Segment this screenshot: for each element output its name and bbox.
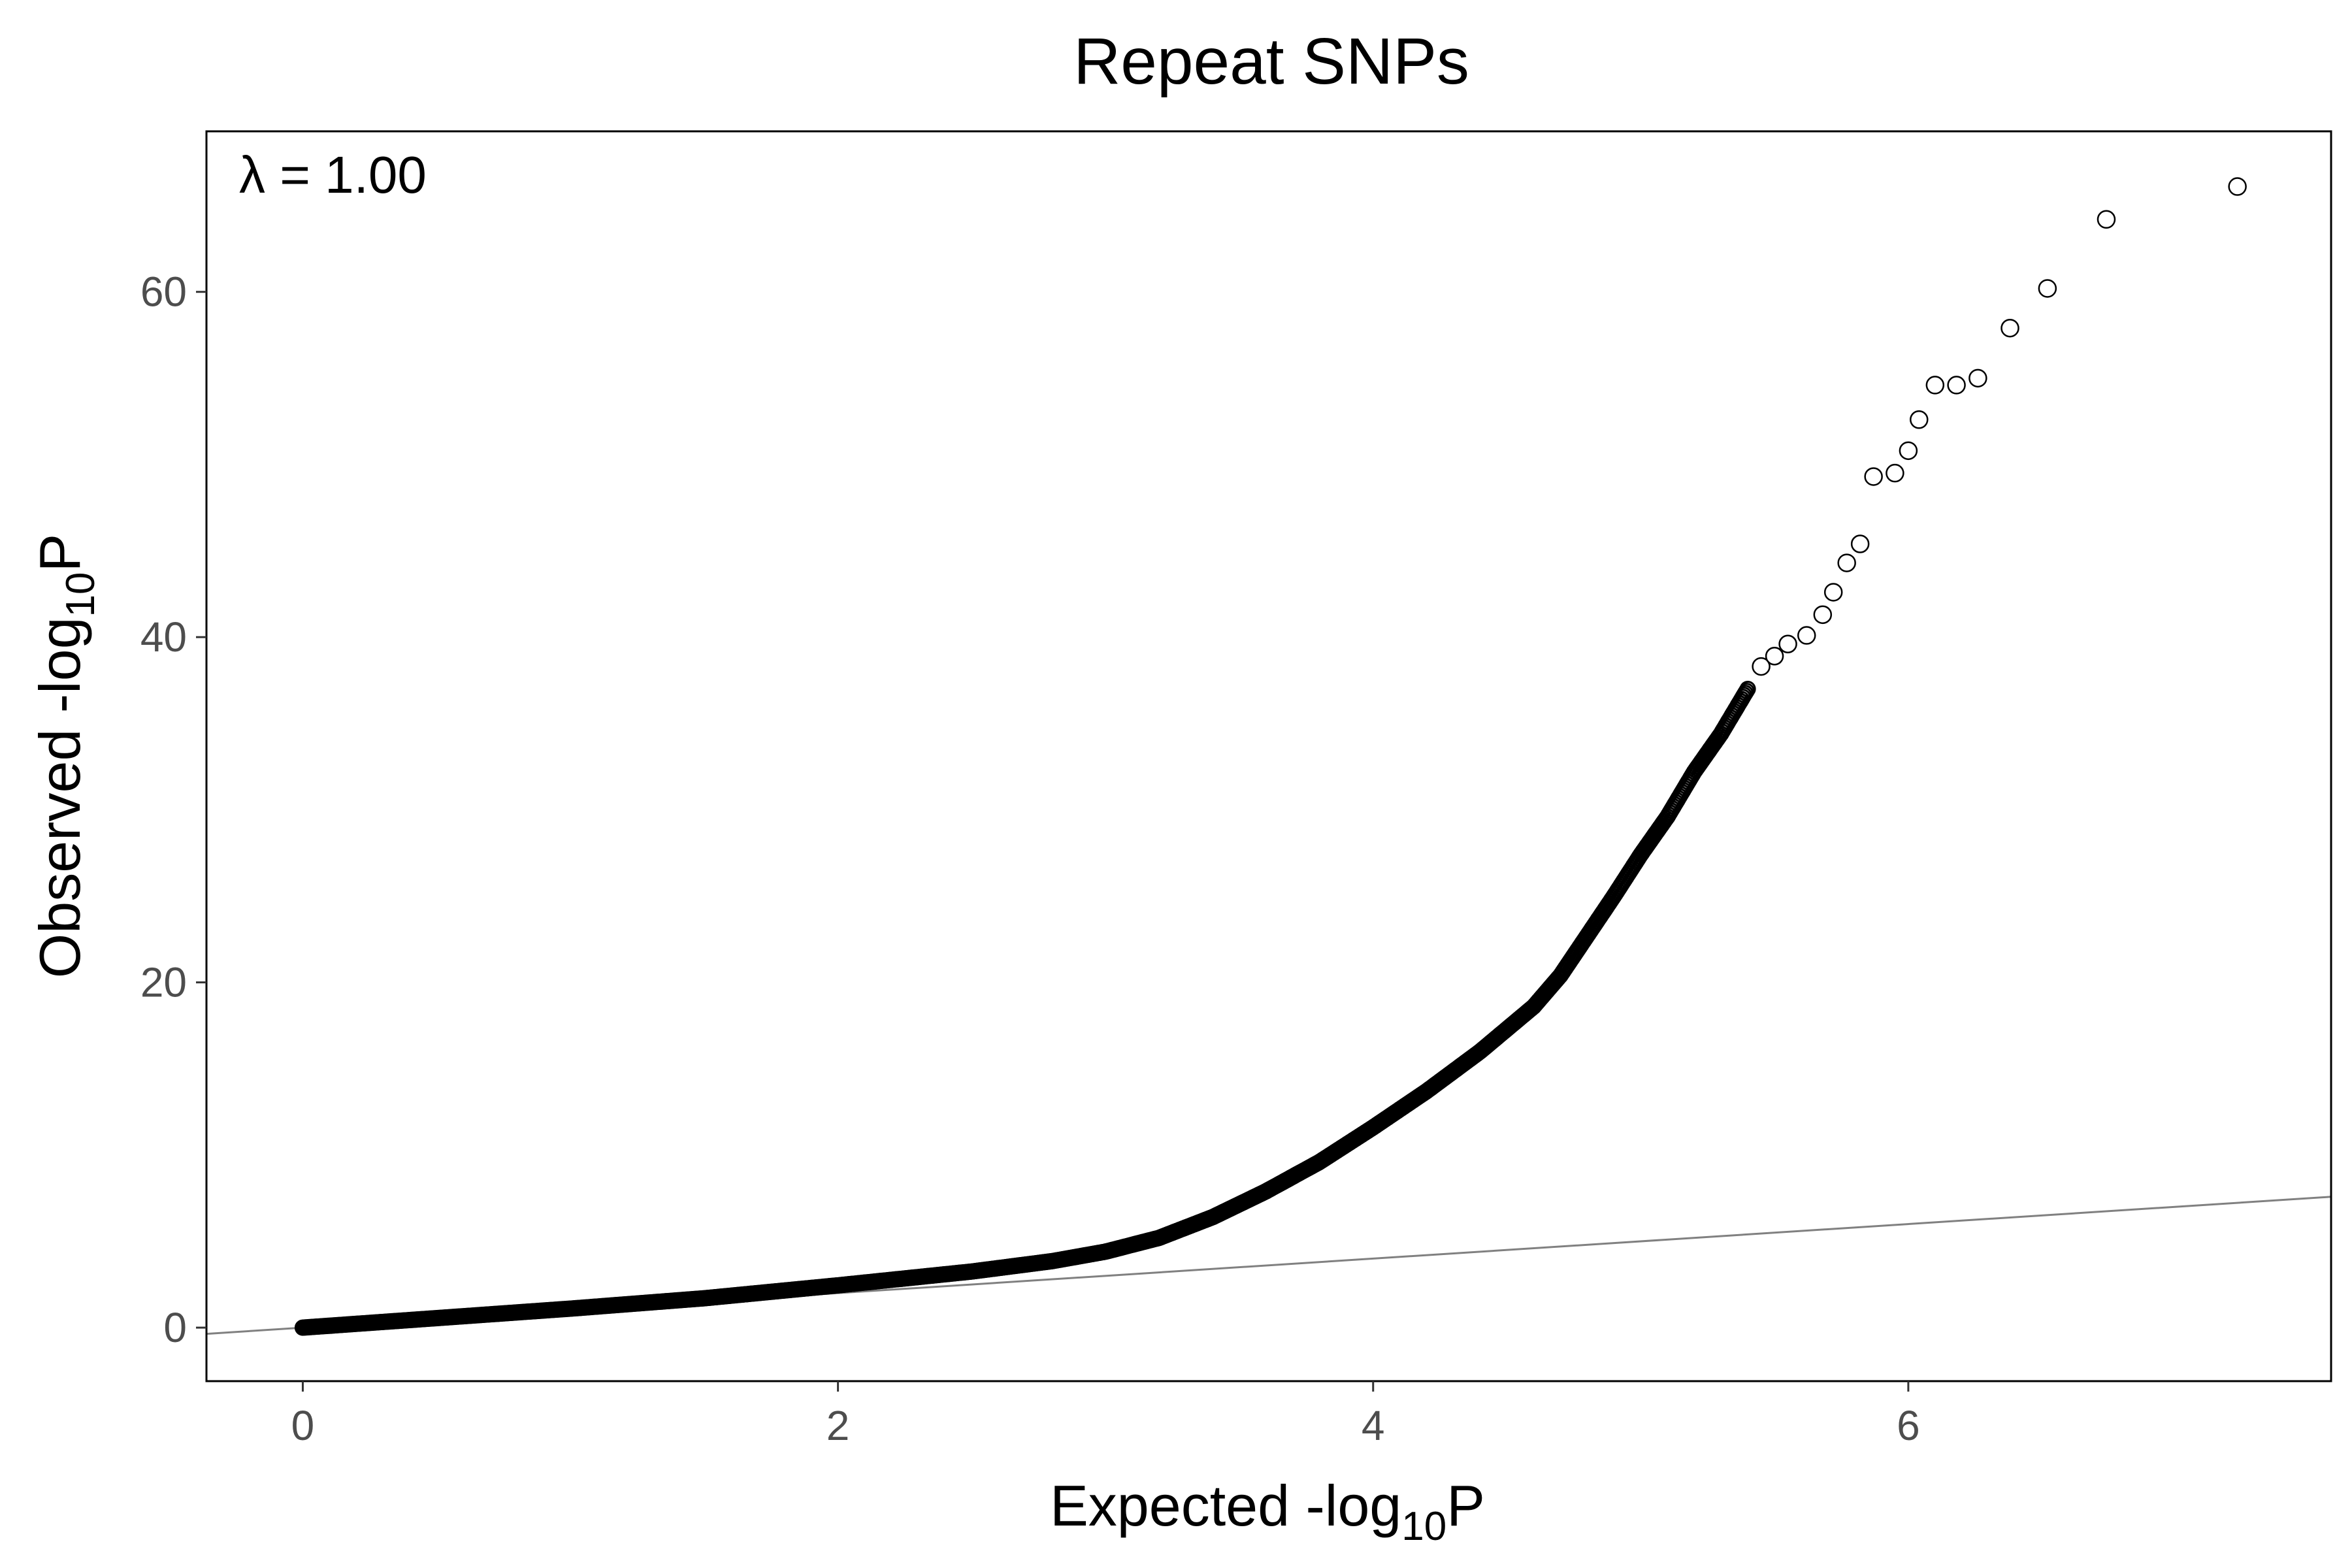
qq-tail-point <box>1778 634 1797 654</box>
qq-tail-point <box>1850 534 1870 553</box>
y-tick-label: 60 <box>140 269 187 316</box>
y-axis-label-subscript: 10 <box>58 572 103 617</box>
qq-tail-point <box>1899 441 1918 461</box>
qq-point <box>1739 680 1756 697</box>
lambda-annotation: λ = 1.00 <box>239 146 427 204</box>
y-tick-label: 0 <box>163 1304 187 1351</box>
qq-tail-point <box>2038 279 2057 298</box>
qq-tail-point <box>1823 583 1843 602</box>
x-tick-label: 2 <box>826 1402 850 1449</box>
x-axis-label: Expected -log10P <box>1050 1473 1485 1549</box>
qq-tail-point <box>2001 318 2019 338</box>
y-axis-label-main: Observed -log <box>27 617 92 978</box>
qq-tail-point <box>1925 376 1945 395</box>
plot-area <box>206 177 2331 1336</box>
qq-tail-point <box>1864 467 1883 486</box>
chart-title: Repeat SNPs <box>1073 25 1469 98</box>
y-tick-label: 40 <box>140 613 187 661</box>
x-axis-label-subscript: 10 <box>1401 1504 1446 1549</box>
points-layer <box>294 177 2247 1336</box>
x-tick-label: 0 <box>291 1402 315 1449</box>
x-axis-label-tail: P <box>1446 1473 1485 1538</box>
y-tick-label: 20 <box>140 959 187 1006</box>
qq-tail-point <box>1886 463 1904 483</box>
qq-tail-point <box>2097 210 2116 229</box>
plot-border <box>205 130 2332 1382</box>
y-axis: 0 20 40 60 <box>140 269 206 1351</box>
x-tick-label: 4 <box>1362 1402 1385 1449</box>
qq-tail-point <box>1797 626 1816 645</box>
y-axis-label-tail: P <box>27 534 92 572</box>
x-axis: 0 2 4 6 <box>291 1381 1920 1449</box>
qq-tail-point <box>1968 368 1987 388</box>
qq-tail-point <box>1752 657 1771 676</box>
qq-tail-point <box>1837 553 1856 572</box>
x-axis-label-main: Expected -log <box>1050 1473 1401 1538</box>
qq-tail-point <box>1765 646 1784 666</box>
qq-tail-point <box>1910 410 1929 429</box>
x-tick-label: 6 <box>1897 1402 1920 1449</box>
qq-tail-point <box>1813 605 1833 625</box>
qq-tail-point <box>2228 177 2247 196</box>
qq-tail-point <box>1947 376 1966 395</box>
y-axis-label: Observed -log10P <box>27 534 103 978</box>
